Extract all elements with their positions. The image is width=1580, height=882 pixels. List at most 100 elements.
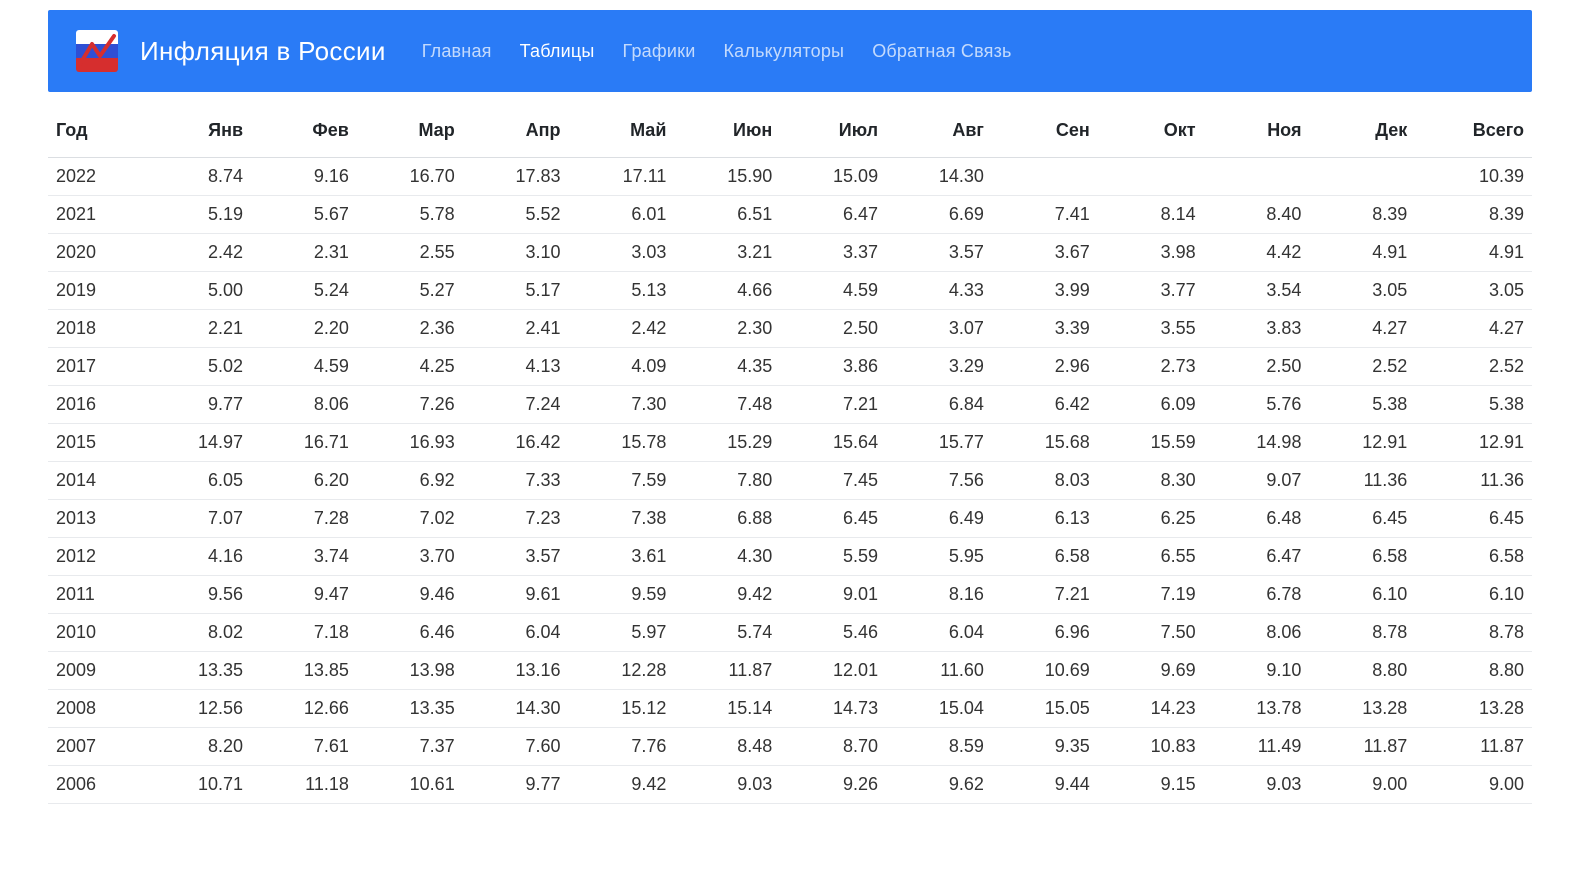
table-cell: 6.09: [1098, 386, 1204, 424]
table-cell: 8.80: [1415, 652, 1532, 690]
table-cell: 2.42: [569, 310, 675, 348]
table-cell: 7.61: [251, 728, 357, 766]
table-cell: 6.05: [145, 462, 251, 500]
table-cell: 2009: [48, 652, 145, 690]
table-cell: 8.78: [1415, 614, 1532, 652]
table-cell: 15.29: [674, 424, 780, 462]
nav-link-4[interactable]: Обратная Связь: [872, 41, 1011, 62]
table-cell: 3.57: [886, 234, 992, 272]
table-cell: 14.73: [780, 690, 886, 728]
table-cell: 13.16: [463, 652, 569, 690]
table-cell: 5.19: [145, 196, 251, 234]
table-cell: 6.10: [1309, 576, 1415, 614]
table-row: 20124.163.743.703.573.614.305.595.956.58…: [48, 538, 1532, 576]
table-cell: 2.30: [674, 310, 780, 348]
table-cell: 2020: [48, 234, 145, 272]
table-row: 20228.749.1616.7017.8317.1115.9015.0914.…: [48, 158, 1532, 196]
table-cell: 7.38: [569, 500, 675, 538]
table-cell: 3.86: [780, 348, 886, 386]
table-cell: 9.26: [780, 766, 886, 804]
nav-link-1[interactable]: Таблицы: [520, 41, 595, 62]
table-cell: 12.01: [780, 652, 886, 690]
table-cell: 6.92: [357, 462, 463, 500]
table-cell: 7.50: [1098, 614, 1204, 652]
table-cell: 6.47: [1204, 538, 1310, 576]
nav-link-0[interactable]: Главная: [422, 41, 492, 62]
table-cell: 5.00: [145, 272, 251, 310]
table-cell: 7.26: [357, 386, 463, 424]
col-header: Апр: [463, 106, 569, 158]
table-row: 20146.056.206.927.337.597.807.457.568.03…: [48, 462, 1532, 500]
table-cell: 7.45: [780, 462, 886, 500]
nav-link-3[interactable]: Калькуляторы: [723, 41, 844, 62]
table-row: 20169.778.067.267.247.307.487.216.846.42…: [48, 386, 1532, 424]
table-cell: 4.16: [145, 538, 251, 576]
table-cell: 5.46: [780, 614, 886, 652]
table-cell: 15.14: [674, 690, 780, 728]
table-cell: 13.28: [1309, 690, 1415, 728]
table-cell: 6.47: [780, 196, 886, 234]
table-cell: 8.70: [780, 728, 886, 766]
col-header: Ноя: [1204, 106, 1310, 158]
table-cell: 12.91: [1309, 424, 1415, 462]
table-cell: 7.18: [251, 614, 357, 652]
table-cell: 11.36: [1309, 462, 1415, 500]
table-cell: 2.31: [251, 234, 357, 272]
table-cell: 5.76: [1204, 386, 1310, 424]
table-cell: 3.39: [992, 310, 1098, 348]
table-cell: 6.42: [992, 386, 1098, 424]
table-cell: 5.02: [145, 348, 251, 386]
table-cell: 3.29: [886, 348, 992, 386]
table-cell: 14.97: [145, 424, 251, 462]
table-cell: 6.84: [886, 386, 992, 424]
table-cell: 4.35: [674, 348, 780, 386]
table-cell: 3.77: [1098, 272, 1204, 310]
table-cell: 3.83: [1204, 310, 1310, 348]
table-cell: [1309, 158, 1415, 196]
nav-link-2[interactable]: Графики: [623, 41, 696, 62]
table-cell: 15.78: [569, 424, 675, 462]
table-cell: 7.19: [1098, 576, 1204, 614]
table-cell: 7.02: [357, 500, 463, 538]
table-cell: 15.77: [886, 424, 992, 462]
table-cell: 4.66: [674, 272, 780, 310]
table-row: 20182.212.202.362.412.422.302.503.073.39…: [48, 310, 1532, 348]
table-cell: 7.60: [463, 728, 569, 766]
table-cell: 3.05: [1309, 272, 1415, 310]
table-cell: 5.52: [463, 196, 569, 234]
logo-flag-icon: [76, 30, 118, 72]
table-cell: 5.78: [357, 196, 463, 234]
table-cell: 6.25: [1098, 500, 1204, 538]
table-cell: 2010: [48, 614, 145, 652]
table-cell: 13.35: [357, 690, 463, 728]
table-cell: 4.42: [1204, 234, 1310, 272]
table-cell: 2021: [48, 196, 145, 234]
table-cell: 6.78: [1204, 576, 1310, 614]
table-cell: 8.16: [886, 576, 992, 614]
table-cell: 4.59: [251, 348, 357, 386]
table-cell: 4.30: [674, 538, 780, 576]
table-cell: 3.98: [1098, 234, 1204, 272]
table-cell: 2.50: [780, 310, 886, 348]
table-cell: 3.37: [780, 234, 886, 272]
table-cell: 9.77: [145, 386, 251, 424]
table-cell: 6.58: [1309, 538, 1415, 576]
table-cell: 15.59: [1098, 424, 1204, 462]
col-header: Май: [569, 106, 675, 158]
table-cell: 7.28: [251, 500, 357, 538]
col-header: Окт: [1098, 106, 1204, 158]
table-row: 200610.7111.1810.619.779.429.039.269.629…: [48, 766, 1532, 804]
table-cell: 2017: [48, 348, 145, 386]
table-cell: 6.58: [1415, 538, 1532, 576]
brand-title[interactable]: Инфляция в России: [140, 36, 386, 67]
table-row: 201514.9716.7116.9316.4215.7815.2915.641…: [48, 424, 1532, 462]
table-cell: 3.10: [463, 234, 569, 272]
table-cell: 9.16: [251, 158, 357, 196]
table-cell: 4.09: [569, 348, 675, 386]
table-cell: 7.59: [569, 462, 675, 500]
table-cell: 6.45: [1415, 500, 1532, 538]
table-cell: 9.77: [463, 766, 569, 804]
table-cell: 8.80: [1309, 652, 1415, 690]
table-cell: 9.07: [1204, 462, 1310, 500]
table-cell: 10.83: [1098, 728, 1204, 766]
